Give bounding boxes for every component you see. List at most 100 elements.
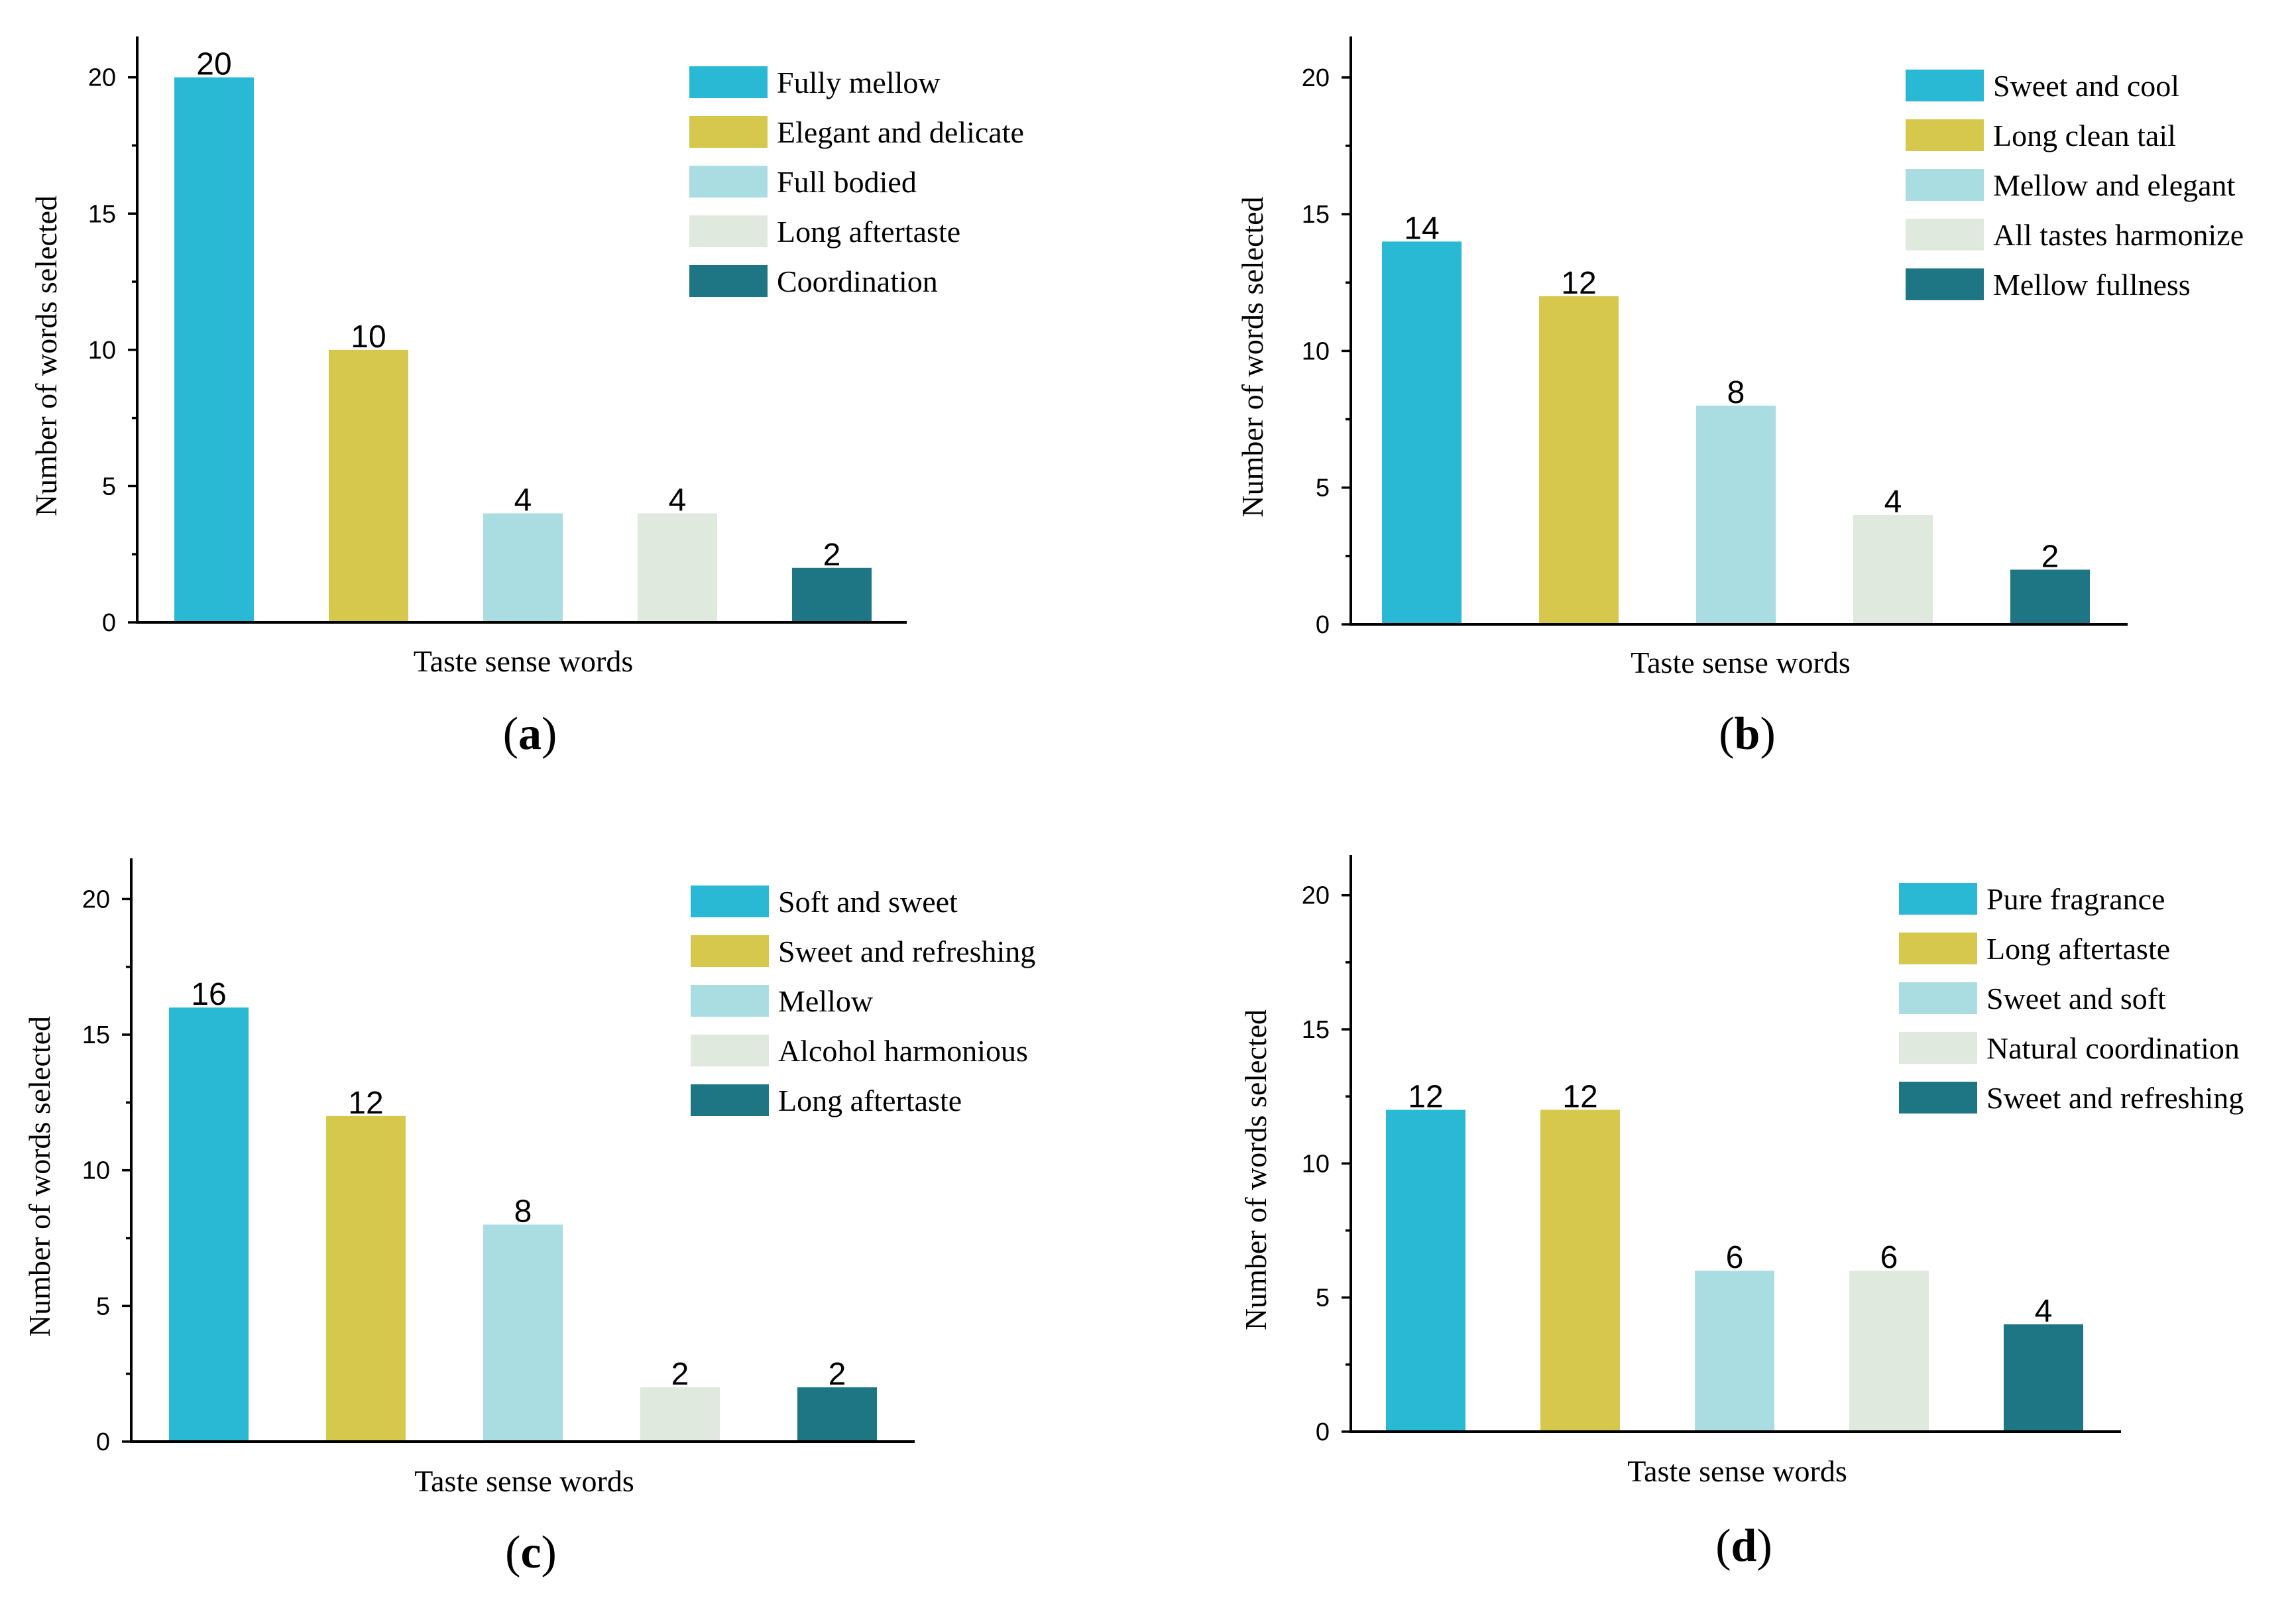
bar-4	[640, 1387, 720, 1442]
legend-swatch-1	[1899, 883, 1977, 915]
bar-5	[2004, 1324, 2083, 1432]
bar-5	[2010, 569, 2090, 624]
data-label-5: 2	[829, 1357, 846, 1392]
legend-label-2: Long clean tail	[1993, 119, 2176, 152]
data-label-2: 12	[348, 1086, 383, 1121]
legend-swatch-5	[1906, 268, 1984, 300]
bar-5	[797, 1387, 877, 1442]
bar-3	[1695, 1271, 1774, 1432]
data-label-4: 6	[1880, 1240, 1898, 1275]
legend-swatch-5	[689, 265, 768, 297]
data-label-3: 6	[1726, 1240, 1744, 1275]
legend-swatch-3	[689, 166, 768, 198]
data-label-3: 8	[514, 1194, 532, 1229]
legend-label-3: Mellow	[778, 984, 874, 1018]
y-tick-label-0: 0	[96, 1428, 110, 1456]
y-tick-label-20: 20	[1302, 882, 1330, 910]
y-axis-title: Number of words selected	[23, 1016, 56, 1337]
data-label-5: 4	[2035, 1294, 2053, 1329]
legend-swatch-4	[1899, 1032, 1977, 1064]
bar-5	[792, 567, 872, 622]
legend-swatch-2	[1899, 933, 1977, 964]
legend-swatch-2	[689, 116, 768, 148]
data-label-1: 16	[191, 977, 226, 1012]
legend-label-3: Full bodied	[777, 165, 917, 199]
y-tick-label-10: 10	[1302, 1150, 1330, 1178]
legend-swatch-5	[1899, 1082, 1977, 1114]
x-axis-title: Taste sense words	[1627, 1454, 1847, 1488]
bar-1	[1382, 241, 1462, 625]
legend-label-5: Sweet and refreshing	[1986, 1081, 2244, 1115]
legend-swatch-4	[689, 215, 768, 247]
y-tick-label-0: 0	[1316, 1418, 1330, 1446]
y-tick-label-15: 15	[88, 200, 116, 228]
legend-label-1: Soft and sweet	[778, 885, 958, 919]
data-label-1: 14	[1404, 211, 1439, 246]
y-tick-label-5: 5	[1316, 475, 1330, 502]
bar-4	[1853, 514, 1933, 624]
legend-label-2: Sweet and refreshing	[778, 935, 1035, 968]
bar-1	[174, 77, 254, 622]
data-label-1: 12	[1408, 1079, 1443, 1114]
legend-swatch-3	[1906, 169, 1984, 201]
data-label-2: 12	[1561, 266, 1596, 301]
data-label-4: 4	[669, 483, 687, 518]
panel-label: (c)	[505, 1527, 557, 1578]
legend-swatch-2	[691, 935, 769, 967]
legend-label-3: Sweet and soft	[1986, 982, 2166, 1015]
y-tick-label-5: 5	[1316, 1285, 1330, 1312]
data-label-5: 2	[2041, 539, 2059, 574]
legend-label-4: All tastes harmonize	[1993, 218, 2244, 252]
bar-3	[1696, 405, 1776, 624]
legend-swatch-2	[1906, 119, 1984, 151]
y-tick-label-20: 20	[1302, 64, 1330, 92]
data-label-4: 2	[671, 1357, 689, 1392]
bar-2	[1540, 1110, 1620, 1432]
bar-2	[1539, 296, 1619, 624]
legend-label-1: Sweet and cool	[1993, 69, 2179, 103]
data-label-3: 4	[514, 483, 532, 518]
y-tick-label-5: 5	[96, 1292, 110, 1320]
bar-3	[483, 1224, 563, 1442]
y-tick-label-0: 0	[1316, 611, 1330, 639]
data-label-2: 12	[1562, 1079, 1597, 1114]
bar-4	[638, 513, 717, 622]
legend-swatch-3	[1899, 982, 1977, 1014]
legend-label-4: Alcohol harmonious	[778, 1034, 1028, 1068]
y-axis-title: Number of words selected	[29, 196, 63, 516]
bar-4	[1849, 1271, 1929, 1432]
bar-3	[483, 513, 563, 622]
y-tick-label-10: 10	[88, 337, 116, 365]
y-tick-label-15: 15	[82, 1021, 110, 1049]
panel-label: (b)	[1719, 709, 1776, 760]
legend-swatch-1	[689, 66, 768, 98]
y-tick-label-15: 15	[1302, 201, 1330, 229]
legend-label-2: Long aftertaste	[1986, 932, 2170, 966]
legend-swatch-5	[691, 1084, 769, 1116]
bar-2	[326, 1115, 406, 1442]
y-tick-label-20: 20	[88, 64, 116, 92]
bar-2	[329, 349, 408, 622]
legend-label-3: Mellow and elegant	[1993, 168, 2236, 202]
legend-label-5: Long aftertaste	[778, 1084, 962, 1117]
legend: Soft and sweet Sweet and refreshing Mellow…	[691, 885, 1035, 1117]
legend-label-5: Mellow fullness	[1993, 268, 2191, 302]
y-tick-label-5: 5	[102, 473, 116, 500]
y-tick-label-20: 20	[82, 886, 110, 913]
y-axis-title: Number of words selected	[1239, 1009, 1273, 1330]
x-axis-title: Taste sense words	[1631, 646, 1850, 679]
panel-label: (d)	[1715, 1520, 1772, 1571]
y-tick-label-0: 0	[102, 609, 116, 637]
data-label-1: 20	[196, 47, 231, 82]
chart-panel-d: 12 12 6 6 4 0 5 10 15 20 Number of words selected T…	[1239, 855, 2244, 1571]
legend-label-1: Pure fragrance	[1986, 882, 2165, 916]
y-axis-title: Number of words selected	[1235, 196, 1269, 517]
legend-label-2: Elegant and delicate	[777, 115, 1024, 149]
legend-swatch-4	[1906, 219, 1984, 251]
bar-1	[169, 1007, 249, 1442]
data-label-2: 10	[351, 319, 386, 355]
bar-1	[1386, 1110, 1465, 1432]
